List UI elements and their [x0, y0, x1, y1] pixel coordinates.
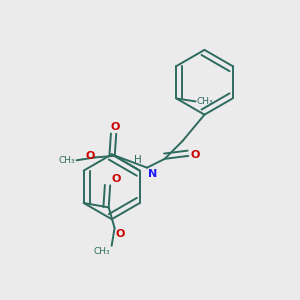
Text: N: N	[148, 169, 157, 179]
Text: O: O	[116, 229, 125, 239]
Text: CH₃: CH₃	[197, 97, 213, 106]
Text: O: O	[110, 122, 119, 132]
Text: CH₃: CH₃	[94, 247, 110, 256]
Text: O: O	[85, 151, 94, 161]
Text: H: H	[134, 155, 142, 165]
Text: O: O	[112, 174, 121, 184]
Text: CH₃: CH₃	[59, 156, 75, 165]
Text: O: O	[190, 150, 200, 160]
